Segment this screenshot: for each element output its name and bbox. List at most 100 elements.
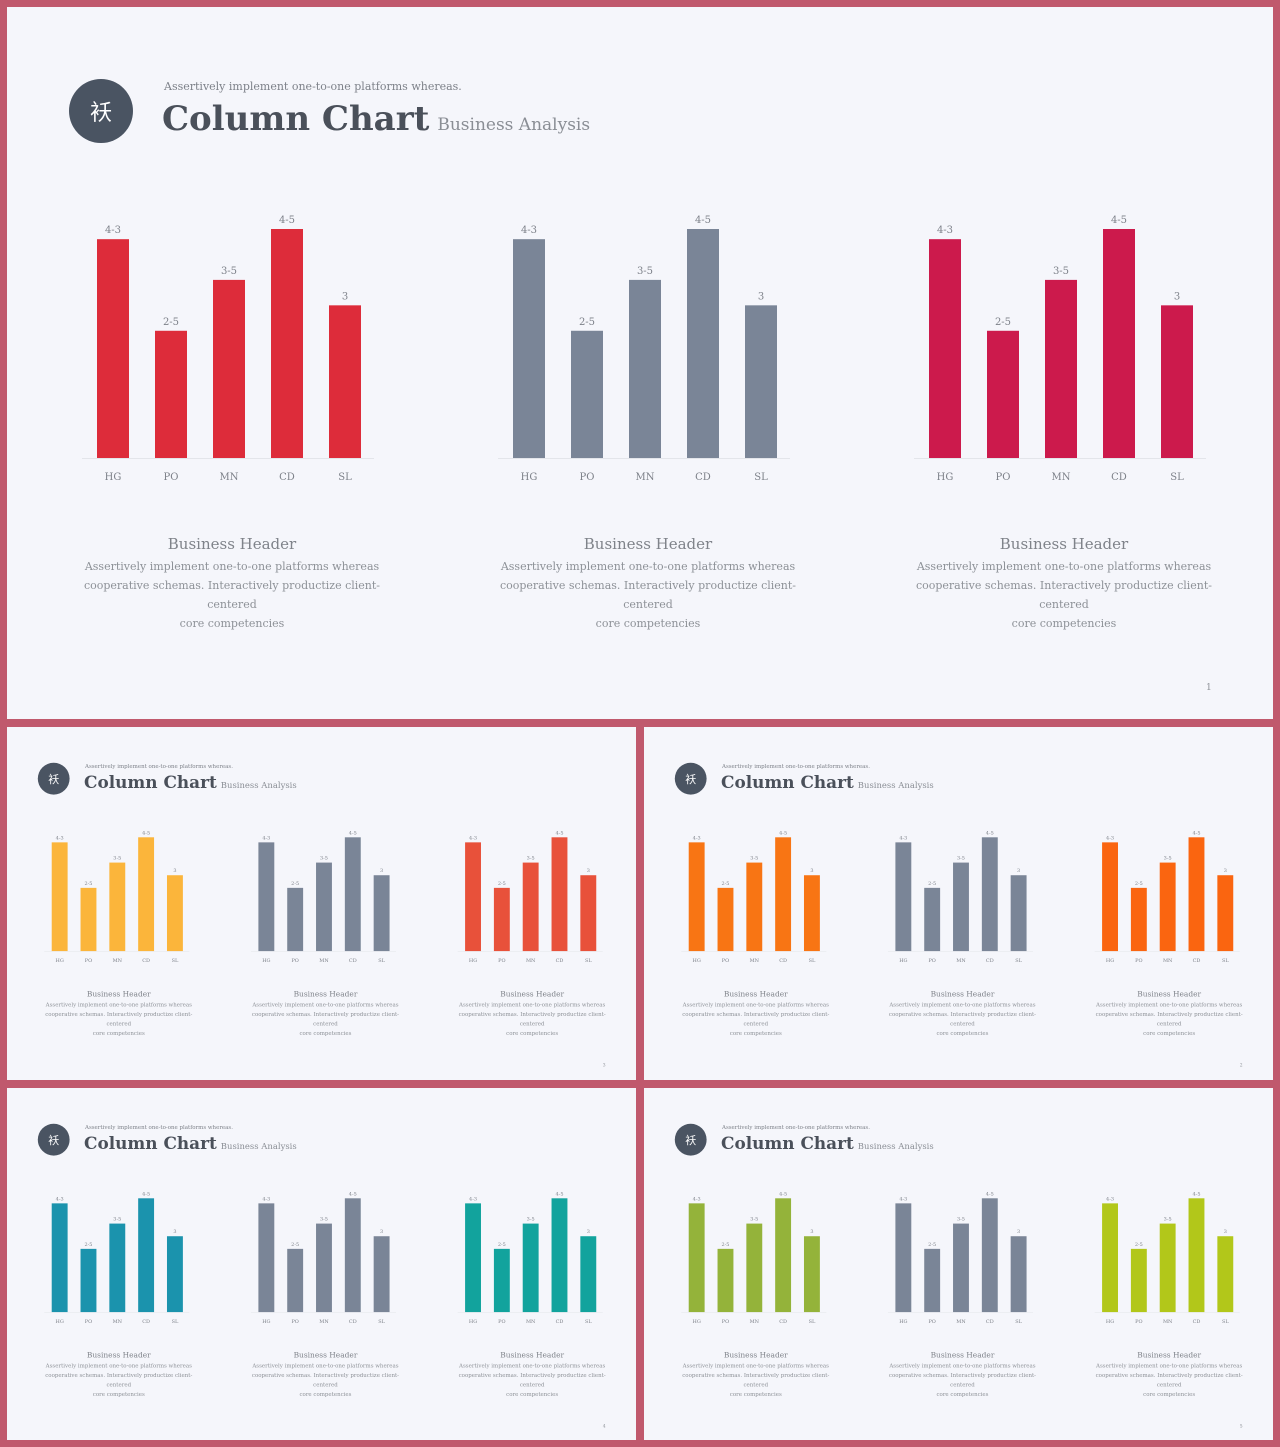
caption-text-line: core competencies	[1143, 1391, 1196, 1398]
data-label: 3	[1174, 291, 1180, 302]
x-tick-label: PO	[580, 472, 595, 483]
x-tick-label: MN	[526, 1319, 536, 1325]
caption-text-line: cooperative schemas. Interactively produ…	[1095, 1011, 1243, 1028]
caption-text-line: cooperative schemas. Interactively produ…	[682, 1011, 830, 1028]
data-label: 4-3	[262, 1196, 270, 1202]
slide-content: 袄 Assertively implement one-to-one platfo…	[7, 7, 1273, 719]
caption-header: Business Header	[293, 1350, 358, 1360]
x-tick-label: PO	[996, 472, 1011, 483]
bar-sl	[1010, 1236, 1027, 1313]
caption-text-line: cooperative schemas. Interactively produ…	[682, 1372, 830, 1389]
bar-sl	[1217, 1236, 1234, 1313]
caption-text-line: core competencies	[299, 1391, 352, 1398]
x-tick-label: PO	[291, 1319, 298, 1325]
chart-panel-1: 4-3 HG 2-5 PO 3-5 MN 4-5 CD 3 SL Business Header As…	[44, 1185, 193, 1398]
chart-panel-1: 4-3 HG 2-5 PO 3-5 MN 4-5 CD 3 SL Business Header As…	[44, 824, 193, 1037]
panel-caption: Business Header Assertively implement one…	[448, 989, 617, 1038]
caption-text-line: core competencies	[1011, 617, 1117, 630]
data-label: 4-5	[695, 215, 711, 226]
bar-hg	[513, 239, 545, 458]
bar-cd	[138, 837, 155, 952]
bar-sl	[1217, 875, 1234, 952]
column-chart: 4-3 HG 2-5 PO 3-5 MN 4-5 CD 3 SL	[44, 830, 190, 964]
bar-po	[924, 1248, 941, 1313]
data-label: 2-5	[721, 881, 729, 887]
data-label: 2-5	[291, 881, 299, 887]
chart-panel-2: 4-3 HG 2-5 PO 3-5 MN 4-5 CD 3 SL Business Header As…	[498, 202, 798, 630]
bar-hg	[895, 1203, 912, 1313]
x-tick-label: SL	[1222, 1319, 1229, 1325]
caption-header: Business Header	[930, 1350, 995, 1360]
caption-text-line: cooperative schemas. Interactively produ…	[1095, 1372, 1243, 1389]
bar-mn	[953, 1223, 969, 1313]
panel-caption: Business Header Assertively implement one…	[241, 1350, 410, 1399]
data-label: 3-5	[957, 856, 965, 862]
bar-mn	[1045, 279, 1077, 458]
bar-po	[924, 887, 941, 952]
data-label: 3-5	[637, 266, 653, 277]
bar-cd	[138, 1198, 155, 1313]
column-chart: 4-3 HG 2-5 PO 3-5 MN 4-5 CD 3 SL	[681, 1191, 827, 1325]
data-label: 2-5	[995, 317, 1011, 328]
x-tick-label: MN	[113, 1319, 123, 1325]
title-row: Column Chart Business Analysis	[84, 1134, 297, 1154]
caption-text-line: cooperative schemas. Interactively produ…	[251, 1372, 400, 1389]
data-label: 3	[810, 868, 813, 874]
x-tick-label: CD	[349, 958, 357, 964]
data-label: 3	[173, 868, 176, 874]
data-label: 4-5	[986, 1191, 994, 1197]
data-label: 4-3	[56, 835, 64, 841]
caption-header: Business Header	[583, 535, 713, 553]
data-label: 4-5	[279, 215, 295, 226]
data-label: 3-5	[221, 266, 237, 277]
page-title-sub: Business Analysis	[857, 1141, 934, 1152]
x-tick-label: SL	[585, 1319, 592, 1325]
bar-cd	[271, 229, 303, 458]
x-tick-label: PO	[85, 1319, 92, 1325]
x-tick-label: PO	[498, 958, 505, 964]
logo-icon: 袄	[37, 1123, 70, 1156]
caption-text-line: Assertively implement one-to-one platfor…	[45, 1362, 192, 1370]
caption-text-line: Assertively implement one-to-one platfor…	[500, 560, 796, 573]
data-label: 2-5	[498, 1242, 506, 1248]
panel-caption: Business Header Assertively implement one…	[448, 1350, 617, 1399]
data-label: 3	[1224, 1229, 1227, 1235]
page-title: Column Chart	[84, 772, 217, 793]
column-chart: 4-3 HG 2-5 PO 3-5 MN 4-5 CD 3 SL	[457, 1191, 603, 1325]
caption-header: Business Header	[1137, 989, 1202, 999]
bar-cd	[1188, 837, 1205, 952]
page-number: 2	[1239, 1062, 1243, 1068]
bar-mn	[213, 279, 245, 458]
x-tick-label: CD	[142, 1319, 150, 1325]
data-label: 2-5	[579, 317, 595, 328]
title-row: Column Chart Business Analysis	[721, 1134, 934, 1154]
column-chart: 4-3 HG 2-5 PO 3-5 MN 4-5 CD 3 SL	[250, 1191, 397, 1325]
bar-po	[717, 887, 734, 952]
chart-panel-3: 4-3 HG 2-5 PO 3-5 MN 4-5 CD 3 SL Business Header As…	[457, 824, 607, 1037]
caption-header: Business Header	[86, 989, 151, 999]
panel-caption: Business Header Assertively implement one…	[34, 1350, 203, 1399]
data-label: 4-5	[1192, 830, 1200, 836]
header-subtitle: Assertively implement one-to-one platfor…	[164, 80, 462, 93]
page-title: Column Chart	[721, 772, 854, 793]
data-label: 2-5	[928, 881, 936, 887]
caption-header: Business Header	[930, 989, 995, 999]
column-chart: 4-3 HG 2-5 PO 3-5 MN 4-5 CD 3 SL	[498, 215, 790, 483]
bar-cd	[775, 1198, 792, 1313]
bar-sl	[166, 875, 183, 952]
x-tick-label: MN	[319, 1319, 329, 1325]
slide-content: 袄 Assertively implement one-to-one platfo…	[7, 727, 636, 1080]
bar-hg	[688, 842, 705, 952]
data-label: 2-5	[1135, 881, 1143, 887]
x-tick-label: CD	[779, 958, 787, 964]
x-tick-label: SL	[1222, 958, 1229, 964]
bar-hg	[465, 1203, 481, 1313]
x-tick-label: HG	[469, 1319, 477, 1325]
chart-panel-2: 4-3 HG 2-5 PO 3-5 MN 4-5 CD 3 SL Business Header As…	[887, 1185, 1037, 1398]
x-tick-label: CD	[986, 1319, 994, 1325]
caption-text-line: Assertively implement one-to-one platfor…	[459, 1001, 606, 1009]
x-tick-label: MN	[750, 1319, 760, 1325]
x-tick-label: HG	[899, 1319, 907, 1325]
x-tick-label: SL	[809, 1319, 816, 1325]
panel-caption: Business Header Assertively implement one…	[478, 535, 818, 633]
